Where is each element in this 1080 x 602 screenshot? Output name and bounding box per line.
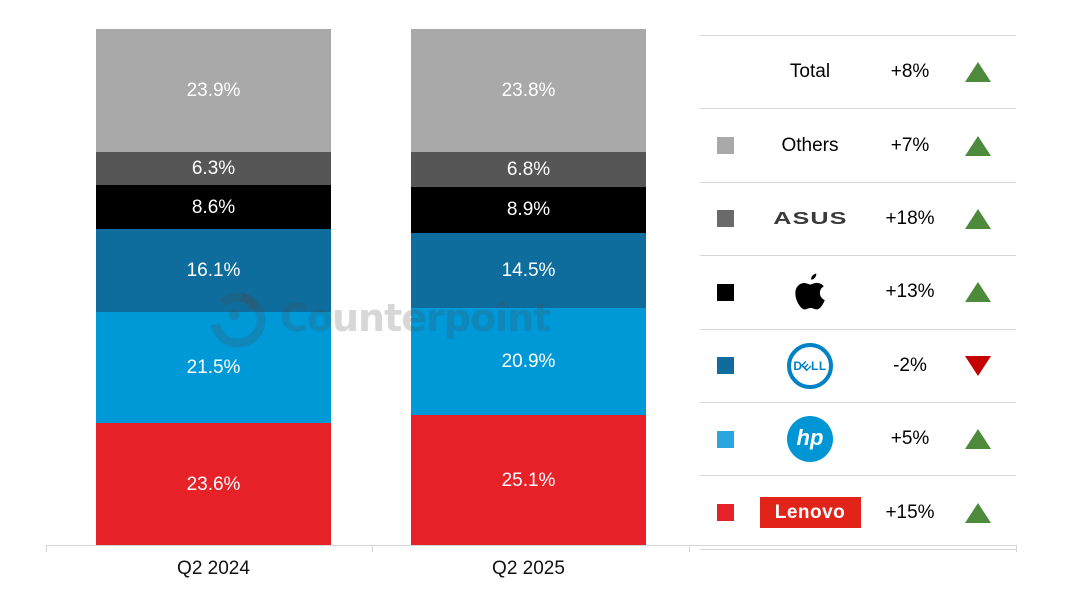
bar-segment-label: 8.6% bbox=[191, 196, 236, 218]
others-label: Others bbox=[781, 134, 839, 156]
bar-segment-label: 14.5% bbox=[501, 259, 556, 281]
bar-segment-label: 6.8% bbox=[506, 158, 551, 180]
bar-segment-dell: 14.5% bbox=[411, 232, 646, 308]
axis-tick bbox=[372, 545, 373, 552]
hp-change: +5% bbox=[890, 428, 930, 450]
bar-segment-lenovo: 23.6% bbox=[96, 423, 331, 545]
up-triangle-icon bbox=[965, 62, 991, 83]
others-swatch bbox=[717, 137, 734, 155]
bar-segment-label: 23.6% bbox=[186, 473, 241, 495]
bar-segment-label: 23.8% bbox=[501, 79, 556, 101]
bar-segment-label: 23.9% bbox=[186, 80, 241, 102]
total-label: Total bbox=[789, 61, 831, 83]
bar-segment-label: 8.9% bbox=[506, 199, 551, 221]
up-triangle-icon bbox=[965, 502, 991, 523]
asus-logo: ASUS bbox=[772, 208, 848, 229]
legend-row-lenovo: Lenovo +15% bbox=[700, 475, 1016, 548]
dell-change: -2% bbox=[893, 354, 927, 376]
legend-row-others: Others +7% bbox=[700, 108, 1016, 181]
bar-segment-dell: 16.1% bbox=[96, 229, 331, 313]
up-triangle-icon bbox=[965, 429, 991, 450]
hp-logo-icon: hp bbox=[787, 416, 833, 463]
total-change: +8% bbox=[890, 61, 930, 83]
lenovo-change: +15% bbox=[885, 501, 935, 523]
x-axis-line bbox=[46, 545, 1016, 546]
bar-segment-others: 23.8% bbox=[411, 29, 646, 152]
legend-row-hp: hp +5% bbox=[700, 401, 1016, 475]
asus-swatch bbox=[717, 210, 734, 228]
legend-row-dell: D E LL -2% bbox=[700, 328, 1016, 402]
apple-logo-icon bbox=[795, 274, 825, 310]
bar-segment-hp: 21.5% bbox=[96, 312, 331, 424]
bar-segment-asus: 6.3% bbox=[96, 152, 331, 185]
bar-segment-others: 23.9% bbox=[96, 29, 331, 153]
axis-tick bbox=[1016, 545, 1017, 552]
bar-segment-label: 16.1% bbox=[186, 260, 241, 282]
bar-segment-apple: 8.9% bbox=[411, 186, 646, 233]
up-triangle-icon bbox=[965, 135, 991, 156]
bar-segment-asus: 6.8% bbox=[411, 151, 646, 187]
dell-logo-icon: D E LL bbox=[787, 342, 833, 389]
category-label-q2-2025: Q2 2025 bbox=[492, 558, 565, 579]
stacked-bar-q2-2025: 23.8% 6.8% 8.9% 14.5% 20.9% 25.1% bbox=[411, 29, 646, 545]
apple-swatch bbox=[717, 283, 734, 301]
legend-row-total: Total +8% bbox=[700, 35, 1016, 108]
up-triangle-icon bbox=[965, 208, 991, 229]
bar-segment-label: 21.5% bbox=[186, 357, 241, 379]
bar-segment-label: 6.3% bbox=[191, 158, 236, 180]
apple-change: +13% bbox=[885, 281, 935, 303]
category-label-q2-2024: Q2 2024 bbox=[177, 558, 250, 579]
bar-segment-hp: 20.9% bbox=[411, 307, 646, 416]
bar-segment-apple: 8.6% bbox=[96, 184, 331, 230]
axis-tick bbox=[46, 545, 47, 552]
bar-segment-label: 25.1% bbox=[501, 469, 556, 491]
legend-row-apple: +13% bbox=[700, 255, 1016, 328]
asus-change: +18% bbox=[885, 207, 935, 229]
hp-swatch bbox=[717, 430, 734, 448]
bar-segment-lenovo: 25.1% bbox=[411, 415, 646, 545]
lenovo-logo-icon: Lenovo bbox=[759, 497, 861, 529]
others-change: +7% bbox=[890, 134, 930, 156]
legend: Total +8% Others +7% ASUS +18% +13% bbox=[700, 35, 1016, 550]
dell-swatch bbox=[717, 357, 734, 375]
bar-segment-label: 20.9% bbox=[501, 351, 556, 373]
up-triangle-icon bbox=[965, 282, 991, 303]
down-triangle-icon bbox=[965, 355, 991, 376]
lenovo-swatch bbox=[717, 504, 734, 522]
legend-row-asus: ASUS +18% bbox=[700, 181, 1016, 255]
stacked-bar-q2-2024: 23.9% 6.3% 8.6% 16.1% 21.5% 23.6% bbox=[96, 29, 331, 545]
axis-tick bbox=[689, 545, 690, 552]
